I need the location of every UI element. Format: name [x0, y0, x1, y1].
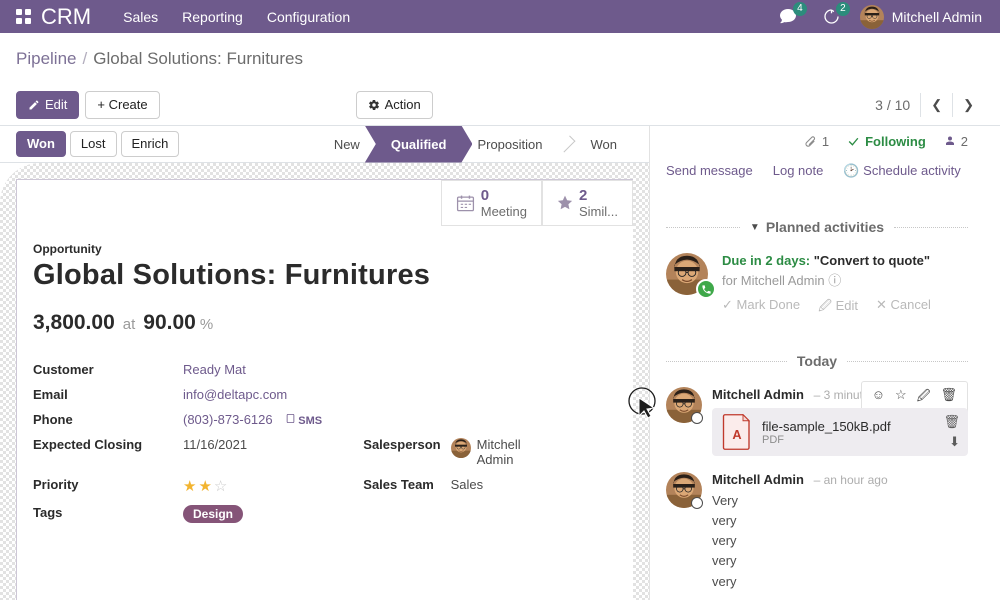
svg-text:A: A: [732, 427, 741, 442]
